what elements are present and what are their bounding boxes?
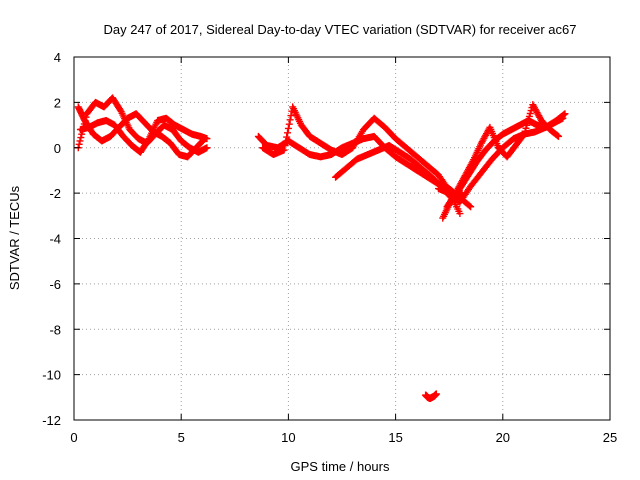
data-point [285,120,293,128]
y-tick-label: 4 [54,50,61,65]
data-point [281,142,289,150]
series-track-i [434,110,569,206]
y-tick-label: -10 [42,368,61,383]
y-tick-label: -2 [49,186,61,201]
data-point [555,132,563,140]
data-point [467,203,475,211]
y-axis-label: SDTVAR / TECUs [7,185,22,290]
series-outlier [422,390,440,402]
data-point [200,136,208,144]
chart-title: Day 247 of 2017, Sidereal Day-to-day VTE… [103,22,576,37]
x-tick-label: 10 [281,430,295,445]
data-point [432,390,440,398]
x-axis-label: GPS time / hours [291,459,390,474]
y-tick-label: -8 [49,322,61,337]
data-point [561,110,569,118]
data-point [201,135,209,143]
y-tick-label: -4 [49,232,61,247]
data-point [75,140,83,148]
x-tick-label: 5 [178,430,185,445]
data-point [76,137,84,145]
data-point [284,124,292,132]
data-point [77,134,85,142]
data-point [286,116,294,124]
data-point [466,202,474,210]
data-point [456,210,464,218]
x-tick-label: 15 [388,430,402,445]
data-point [280,146,288,154]
data-point [282,137,290,145]
series-track-d [254,132,475,211]
y-tick-label: -12 [42,413,61,428]
series-track-c [74,103,209,161]
data-point [283,133,291,141]
x-tick-label: 0 [70,430,77,445]
x-tick-label: 20 [496,430,510,445]
y-tick-label: 0 [54,141,61,156]
data-point [287,112,295,120]
y-tick-label: -6 [49,277,61,292]
data-point [284,129,292,137]
y-tick-label: 2 [54,95,61,110]
series-track-e [259,103,464,218]
data-point [203,144,211,152]
data-points [74,94,569,402]
x-tick-label: 25 [603,430,617,445]
series-track-b [76,114,211,156]
